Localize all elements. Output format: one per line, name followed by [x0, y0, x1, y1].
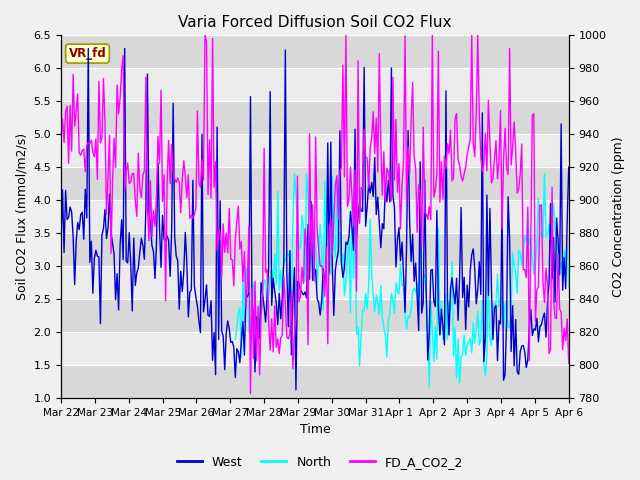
- West: [171, 234, 179, 240]
- Legend: West, North, FD_A_CO2_2: West, North, FD_A_CO2_2: [172, 451, 468, 474]
- Bar: [61, 134, 569, 167]
- X-axis label: Time: Time: [300, 423, 330, 436]
- Line: North: North: [236, 174, 569, 387]
- Bar: [61, 68, 569, 101]
- Line: FD_A_CO2_2: FD_A_CO2_2: [61, 36, 569, 394]
- Bar: [61, 266, 569, 299]
- Bar: [61, 36, 569, 68]
- FD_A_CO2_2: [476, 114, 483, 120]
- West: [345, 234, 353, 240]
- FD_A_CO2_2: [63, 103, 71, 109]
- West: [57, 240, 65, 246]
- FD_A_CO2_2: [201, 33, 209, 38]
- North: [472, 326, 480, 332]
- Bar: [61, 233, 569, 266]
- West: [565, 164, 573, 170]
- West: [63, 216, 71, 222]
- West: [292, 387, 300, 393]
- Title: Varia Forced Diffusion Soil CO2 Flux: Varia Forced Diffusion Soil CO2 Flux: [178, 15, 452, 30]
- FD_A_CO2_2: [211, 184, 218, 190]
- North: [479, 297, 486, 303]
- FD_A_CO2_2: [565, 360, 573, 366]
- North: [565, 285, 573, 290]
- FD_A_CO2_2: [170, 167, 177, 173]
- FD_A_CO2_2: [246, 391, 254, 396]
- Y-axis label: CO2 Concentration (ppm): CO2 Concentration (ppm): [612, 136, 625, 297]
- West: [211, 330, 218, 336]
- Text: VR_fd: VR_fd: [68, 47, 106, 60]
- Bar: [61, 167, 569, 200]
- Line: West: West: [61, 48, 569, 390]
- Bar: [61, 299, 569, 332]
- North: [342, 278, 350, 284]
- Y-axis label: Soil CO2 Flux (mmol/m2/s): Soil CO2 Flux (mmol/m2/s): [15, 133, 28, 300]
- West: [476, 259, 483, 264]
- West: [481, 335, 489, 340]
- Bar: [61, 200, 569, 233]
- West: [84, 46, 92, 51]
- Bar: [61, 365, 569, 398]
- Bar: [61, 101, 569, 134]
- FD_A_CO2_2: [481, 131, 489, 136]
- FD_A_CO2_2: [345, 197, 353, 203]
- Bar: [61, 332, 569, 365]
- FD_A_CO2_2: [57, 134, 65, 140]
